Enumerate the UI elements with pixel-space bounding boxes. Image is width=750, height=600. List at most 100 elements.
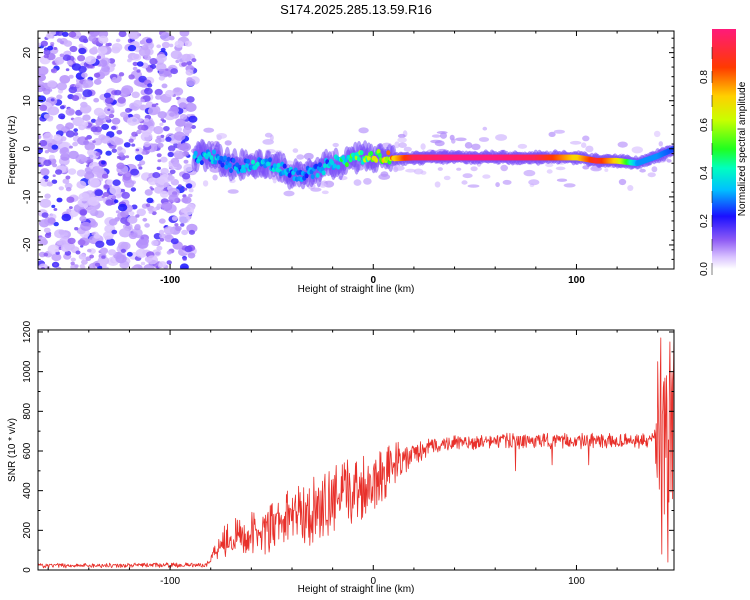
heatmap-halo-cell: [666, 159, 672, 163]
heatmap-noise-cell: [183, 159, 189, 164]
heatmap-noise-cell: [47, 45, 54, 51]
heatmap-noise-cell: [79, 104, 92, 114]
heatmap-halo-cell: [464, 142, 473, 149]
heatmap-ridge-cell: [222, 155, 227, 161]
heatmap-halo-cell: [202, 180, 209, 187]
heatmap-noise-cell: [156, 54, 167, 63]
heatmap-ridge-cell: [330, 160, 335, 166]
heatmap-noise-cell: [54, 248, 60, 253]
heatmap-noise-cell: [130, 187, 137, 192]
heatmap-noise-cell: [109, 185, 121, 195]
heatmap-noise-cell: [177, 184, 182, 188]
heatmap-noise-cell: [181, 197, 189, 203]
heatmap-noise-cell: [104, 97, 114, 104]
heatmap-y-tick-label: 20: [22, 47, 33, 59]
heatmap-noise-cell: [158, 218, 166, 224]
heatmap-halo-cell: [546, 169, 553, 174]
heatmap-noise-cell: [48, 154, 55, 160]
heatmap-halo-cell: [319, 182, 327, 188]
heatmap-ridge-cell: [268, 157, 272, 163]
heatmap-noise-cell: [166, 250, 172, 255]
heatmap-noise-cell: [43, 159, 52, 167]
heatmap-halo-cell: [451, 138, 456, 144]
heatmap-noise-cell: [151, 103, 157, 108]
heatmap-noise-cell: [93, 138, 103, 146]
heatmap-noise-cell: [78, 192, 90, 202]
heatmap-halo-cell: [358, 127, 369, 134]
heatmap-halo-cell: [517, 143, 528, 149]
heatmap-noise-cell: [47, 106, 60, 116]
heatmap-noise-cell: [191, 58, 197, 63]
heatmap-noise-cell: [157, 111, 167, 119]
heatmap-noise-cell: [149, 58, 158, 65]
heatmap-noise-cell: [178, 214, 190, 224]
heatmap-noise-cell: [39, 139, 48, 147]
heatmap-noise-cell: [188, 193, 193, 198]
heatmap-noise-cell: [143, 141, 151, 148]
heatmap-noise-cell: [179, 142, 191, 152]
heatmap-noise-cell: [123, 142, 131, 148]
heatmap-halo-cell: [443, 175, 451, 181]
heatmap-noise-cell: [50, 98, 55, 102]
heatmap-noise-cell: [129, 108, 133, 112]
heatmap-noise-cell: [108, 249, 116, 256]
heatmap-noise-cell: [78, 65, 87, 73]
heatmap-noise-cell: [56, 82, 67, 91]
heatmap-noise-cell: [101, 123, 109, 130]
heatmap-halo-cell: [495, 134, 508, 141]
heatmap-noise-cell: [69, 45, 78, 53]
heatmap-noise-cell: [106, 179, 114, 186]
heatmap-noise-cell: [64, 182, 73, 189]
heatmap-noise-cell: [77, 239, 86, 246]
colorbar-label: Normalized spectral amplitude: [737, 81, 748, 216]
heatmap-ridge-cell: [251, 159, 255, 165]
heatmap-ridge-cell: [348, 157, 353, 163]
heatmap-noise-cell: [166, 175, 175, 182]
heatmap-noise-cell: [105, 43, 110, 47]
heatmap-noise-cell: [56, 240, 62, 246]
heatmap-noise-cell: [38, 73, 46, 82]
heatmap-noise-cell: [73, 128, 78, 133]
heatmap-noise-cell: [140, 261, 146, 266]
heatmap-noise-cell: [38, 263, 49, 269]
heatmap-noise-cell: [153, 126, 164, 135]
heatmap-halo-cell: [413, 168, 424, 175]
heatmap-noise-cell: [38, 236, 47, 245]
heatmap-noise-cell: [65, 175, 71, 180]
heatmap-noise-cell: [65, 122, 74, 130]
heatmap-noise-cell: [159, 238, 165, 242]
heatmap-noise-cell: [173, 131, 186, 141]
heatmap-noise-cell: [60, 115, 65, 120]
heatmap-noise-cell: [95, 240, 105, 248]
heatmap-noise-cell: [184, 245, 193, 253]
heatmap-frame: [37, 30, 675, 270]
heatmap-noise-cell: [174, 40, 184, 48]
heatmap-noise-cell: [56, 94, 63, 100]
heatmap-noise-cell: [89, 254, 94, 259]
heatmap-halo-cell: [283, 190, 295, 197]
heatmap-noise-cell: [53, 47, 58, 50]
heatmap-noise-cell: [179, 31, 190, 37]
heatmap-noise-cell: [168, 194, 179, 203]
heatmap-noise-cell: [158, 229, 165, 235]
heatmap-noise-cell: [179, 114, 188, 120]
heatmap-noise-cell: [136, 208, 146, 217]
heatmap-noise-cell: [131, 91, 140, 99]
heatmap-noise-cell: [121, 191, 130, 199]
heatmap-noise-cell: [178, 102, 187, 109]
heatmap-noise-cell: [50, 42, 55, 46]
heatmap-noise-cell: [165, 136, 172, 142]
heatmap-noise-cell: [185, 69, 194, 76]
heatmap-noise-cell: [159, 233, 166, 239]
heatmap-noise-cell: [111, 43, 123, 52]
heatmap-ridge-cell: [199, 160, 204, 166]
heatmap-noise-cell: [131, 131, 138, 137]
heatmap-noise-cell: [44, 179, 48, 182]
heatmap-ridge-cell: [209, 155, 214, 161]
heatmap-noise-cell: [186, 223, 198, 233]
heatmap-noise-cell: [68, 74, 74, 79]
heatmap-halo-cell: [482, 174, 491, 179]
heatmap-noise-cell: [56, 266, 62, 269]
heatmap-noise-cell: [132, 66, 138, 71]
heatmap-noise-cell: [56, 38, 63, 43]
